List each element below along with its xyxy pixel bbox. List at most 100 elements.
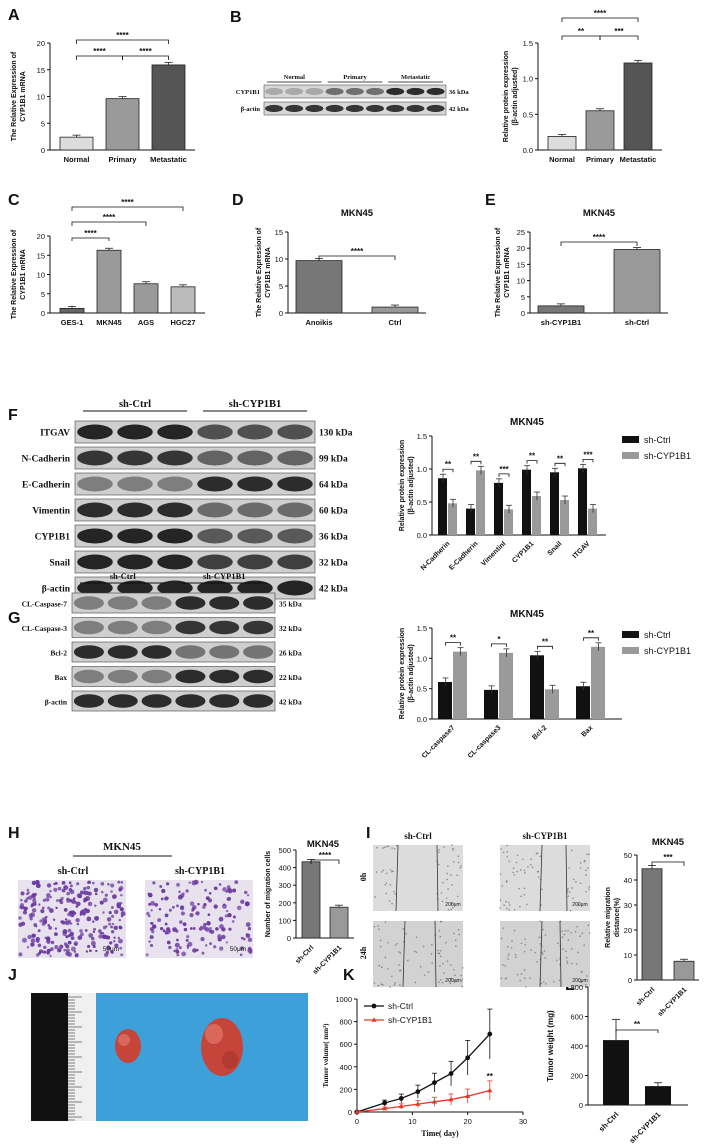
scratch-cell bbox=[441, 900, 444, 903]
scratch-cell bbox=[377, 925, 379, 927]
scratch-cell bbox=[500, 848, 502, 850]
significance-stars: ** bbox=[557, 454, 564, 463]
scratch-cell bbox=[575, 963, 578, 965]
transwell-cell bbox=[102, 911, 105, 914]
transwell-cell bbox=[158, 907, 162, 911]
transwell-cell bbox=[172, 927, 177, 932]
scratch-cell bbox=[502, 963, 504, 966]
transwell-cell bbox=[113, 940, 116, 943]
significance-bracket bbox=[71, 221, 147, 226]
scratch-cell bbox=[566, 962, 569, 965]
scratch-cell bbox=[398, 969, 401, 972]
transwell-cell bbox=[105, 925, 108, 928]
transwell-cell bbox=[172, 905, 175, 909]
transwell-cell bbox=[218, 916, 224, 922]
y-tick-label: 400 bbox=[339, 1063, 352, 1072]
transwell-cell bbox=[74, 942, 78, 946]
scratch-cell bbox=[501, 885, 504, 887]
transwell-cell bbox=[191, 907, 196, 911]
scratch-cell bbox=[567, 930, 569, 932]
y-axis-label: Relative protein expression bbox=[399, 628, 406, 719]
scratch-cell bbox=[386, 941, 389, 944]
scratch-cell bbox=[446, 878, 448, 881]
transwell-cell bbox=[236, 905, 242, 911]
legend-label: sh-Ctrl bbox=[388, 1001, 413, 1011]
transwell-cell bbox=[181, 951, 187, 957]
scratch-cell bbox=[503, 904, 505, 907]
transwell-cell bbox=[65, 948, 70, 953]
data-point bbox=[465, 1055, 471, 1061]
scratch-cell bbox=[565, 950, 567, 953]
scratch-cell bbox=[545, 983, 547, 985]
data-point bbox=[398, 1096, 404, 1101]
significance-bracket bbox=[537, 645, 553, 650]
scratch-cell bbox=[586, 853, 588, 855]
data-point bbox=[487, 1031, 493, 1037]
transwell-cell bbox=[146, 911, 150, 916]
significance-bracket bbox=[76, 39, 169, 44]
scratch-cell bbox=[538, 936, 540, 939]
scratch-cell bbox=[394, 893, 396, 895]
x-tick-label: Primary bbox=[109, 155, 138, 164]
scratch-cell bbox=[452, 849, 454, 851]
scratch-cell bbox=[530, 858, 532, 861]
scratch-cell bbox=[422, 945, 425, 948]
blot-band bbox=[73, 669, 104, 684]
blot-band bbox=[77, 424, 113, 440]
transwell-image bbox=[18, 879, 126, 958]
transwell-cell bbox=[31, 908, 37, 913]
scratch-cell bbox=[525, 985, 527, 988]
transwell-cell bbox=[80, 932, 84, 937]
x-tick-label: HGC27 bbox=[170, 318, 195, 327]
y-tick-label: 200 bbox=[570, 1072, 583, 1081]
scratch-cell bbox=[519, 979, 521, 982]
blot-row-label: Snail bbox=[49, 559, 70, 569]
legend-swatch bbox=[622, 452, 639, 459]
transwell-image bbox=[145, 879, 253, 958]
y-axis-label: Tumor volume( mm³) bbox=[322, 1023, 330, 1088]
transwell-cell bbox=[29, 917, 33, 921]
transwell-cell bbox=[18, 916, 22, 920]
transwell-cell bbox=[119, 946, 123, 950]
transwell-cell bbox=[37, 929, 41, 933]
significance-stars: *** bbox=[663, 853, 673, 862]
blot-band bbox=[197, 424, 233, 440]
scratch-cell bbox=[407, 959, 409, 962]
significance-stars: **** bbox=[103, 213, 116, 222]
bar-sh-ctrl bbox=[522, 469, 531, 535]
legend-label: sh-CYP1B1 bbox=[644, 646, 691, 656]
blot-size-label: 64 kDa bbox=[319, 481, 348, 491]
blot-band bbox=[366, 104, 384, 113]
scratch-cell bbox=[440, 892, 443, 894]
transwell-cell bbox=[187, 941, 193, 947]
column-label: sh-Ctrl bbox=[404, 831, 432, 841]
transwell-cell bbox=[166, 882, 170, 886]
transwell-cell bbox=[86, 945, 90, 949]
scratch-cell bbox=[391, 847, 393, 849]
transwell-cell bbox=[192, 927, 196, 930]
significance-bracket bbox=[470, 460, 482, 465]
y-tick-label: 10 bbox=[517, 277, 525, 286]
blot-band bbox=[277, 580, 313, 596]
chart-title: MKN45 bbox=[652, 837, 685, 848]
scratch-cell bbox=[379, 939, 382, 942]
y-tick-label: 0 bbox=[41, 146, 45, 155]
blot-band bbox=[73, 620, 104, 635]
scratch-cell bbox=[389, 868, 392, 871]
significance-stars: **** bbox=[116, 31, 129, 40]
data-point bbox=[448, 1096, 454, 1102]
y-axis-label: Tumor weight (mg) bbox=[546, 1010, 555, 1082]
scratch-cell bbox=[439, 935, 442, 938]
blot-band bbox=[277, 502, 313, 518]
y-tick-label: 200 bbox=[339, 1085, 352, 1094]
transwell-cell bbox=[87, 901, 93, 907]
legend-label: sh-Ctrl bbox=[644, 435, 671, 445]
transwell-cell bbox=[168, 930, 171, 933]
transwell-cell bbox=[92, 920, 95, 923]
panel-letter-I: I bbox=[366, 825, 370, 842]
scratch-image bbox=[500, 920, 591, 988]
blot-band bbox=[243, 620, 274, 635]
chart-title: MKN45 bbox=[583, 208, 616, 219]
transwell-cell bbox=[35, 936, 40, 942]
bar-sh-cyp1b1 bbox=[545, 689, 559, 719]
